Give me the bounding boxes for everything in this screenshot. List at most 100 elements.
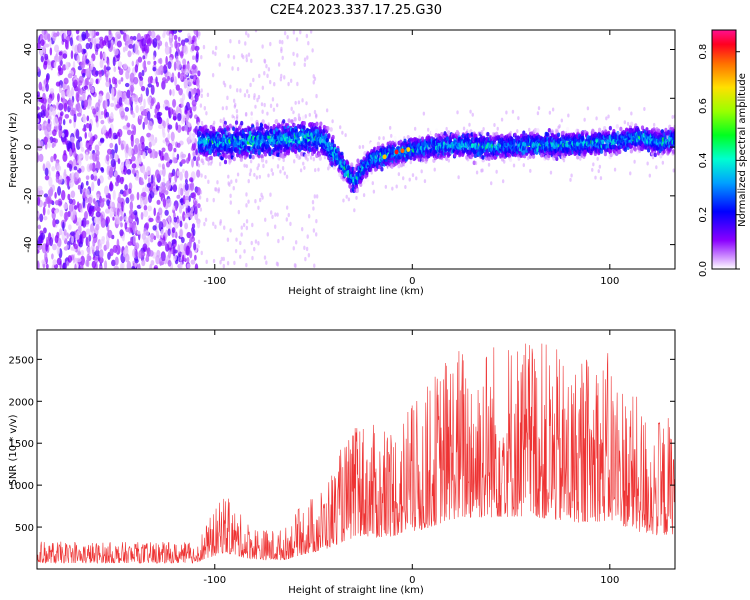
spectrogram-cell bbox=[185, 68, 189, 76]
spectrogram-cell bbox=[97, 70, 103, 75]
spectrogram-cell bbox=[188, 177, 194, 183]
spectrogram-cell bbox=[47, 209, 50, 215]
spectrogram-cell bbox=[96, 121, 99, 128]
spectrogram-cell bbox=[196, 156, 201, 161]
spectrogram-cell bbox=[372, 189, 376, 194]
spectrogram-cell bbox=[263, 102, 266, 108]
spectrogram-cell bbox=[218, 133, 222, 139]
spectrogram-cell bbox=[62, 82, 66, 90]
spectrogram-cell bbox=[75, 230, 80, 240]
spectrogram-cell bbox=[274, 118, 279, 124]
spectrogram-cell bbox=[105, 111, 110, 118]
spectrogram-cell bbox=[281, 55, 284, 61]
spectrogram-cell bbox=[173, 61, 177, 71]
spectrogram-cell bbox=[408, 177, 411, 182]
spectrogram-cell bbox=[500, 117, 504, 122]
spectrogram-cell bbox=[125, 159, 131, 169]
spectrogram-cell bbox=[209, 161, 213, 166]
spectrogram-cell bbox=[126, 122, 131, 128]
spectrogram-cell bbox=[134, 242, 140, 250]
spectrogram-cell bbox=[104, 260, 108, 269]
spectrogram-cell bbox=[285, 205, 289, 210]
spectrogram-cell bbox=[232, 156, 236, 162]
spectrogram-cell bbox=[390, 133, 393, 138]
spectrogram-cell bbox=[63, 168, 67, 177]
spectrogram-cell bbox=[147, 177, 151, 185]
spectrogram-cell bbox=[160, 251, 166, 262]
spectrogram-cell bbox=[229, 193, 232, 199]
spectrogram-cell bbox=[267, 67, 271, 72]
spectrogram-cell bbox=[64, 137, 68, 146]
spectrogram-cell bbox=[192, 151, 196, 157]
spectrogram-cell bbox=[292, 30, 296, 35]
spectrogram-cell bbox=[176, 153, 180, 160]
spectrogram-cell bbox=[56, 257, 62, 266]
spectrogram-cell bbox=[67, 141, 73, 152]
spectrogram-cell bbox=[229, 200, 232, 205]
spectrogram-cell bbox=[199, 207, 203, 212]
spectrogram-cell bbox=[232, 152, 235, 157]
spectrogram-cell bbox=[244, 41, 247, 46]
spectrogram-cell bbox=[84, 151, 89, 162]
spectrogram-cell bbox=[413, 126, 417, 131]
spectrogram-cell bbox=[223, 159, 228, 165]
spectrogram-cell bbox=[77, 84, 81, 93]
spectrogram-cell bbox=[111, 259, 116, 267]
spectrogram-cell bbox=[177, 71, 181, 79]
spectrogram-cell bbox=[161, 163, 165, 170]
spectrogram-cell bbox=[133, 144, 138, 155]
spectrogram-cell bbox=[418, 135, 421, 140]
spectrogram-cell bbox=[40, 39, 45, 47]
spectrogram-cell bbox=[263, 58, 266, 64]
spectrogram-cell bbox=[273, 82, 276, 87]
spectrogram-cell bbox=[70, 231, 76, 236]
spectrogram-cell bbox=[220, 256, 224, 262]
spectrogram-cell bbox=[93, 175, 98, 181]
spectrogram-cell bbox=[205, 118, 209, 124]
spectrogram-cell bbox=[287, 81, 290, 87]
spectrogram-cell bbox=[195, 149, 198, 156]
spectrogram-cell bbox=[195, 78, 200, 86]
spectrogram-cell bbox=[195, 53, 199, 63]
spectrogram-cell bbox=[51, 166, 56, 172]
spectrogram-cell bbox=[228, 129, 231, 134]
spectrogram-cell bbox=[73, 79, 78, 88]
spectrogram-cell bbox=[124, 115, 128, 121]
spectrogram-cell bbox=[156, 211, 160, 221]
spectrogram-cell bbox=[219, 221, 222, 226]
spectrogram-cell bbox=[167, 215, 171, 223]
spectrogram-cell bbox=[47, 97, 52, 104]
spectrogram-cell bbox=[257, 149, 261, 155]
spectrogram-cell bbox=[126, 89, 131, 99]
spectrogram-cell bbox=[200, 120, 204, 126]
spectrogram-cell bbox=[218, 161, 222, 167]
spectrogram-cell bbox=[289, 78, 293, 84]
spectrogram-cell bbox=[75, 129, 80, 139]
spectrogram-cell bbox=[161, 147, 166, 153]
spectrogram-cell bbox=[262, 128, 266, 133]
spectrogram-cell bbox=[164, 79, 169, 84]
spectrogram-cell bbox=[92, 198, 96, 204]
spectrogram-cell bbox=[277, 238, 280, 244]
spectrogram-cell bbox=[40, 34, 44, 40]
spectrogram-cell bbox=[247, 178, 250, 184]
spectrogram-cell bbox=[290, 106, 293, 112]
spectrogram-cell bbox=[164, 241, 168, 247]
spectrogram-cell bbox=[37, 224, 42, 230]
spectrogram-cell bbox=[204, 175, 207, 180]
spectrogram-cell bbox=[269, 103, 273, 109]
spectrogram-cell bbox=[105, 216, 110, 224]
spectrogram-cell bbox=[315, 218, 318, 224]
spectrogram-cell bbox=[486, 131, 490, 137]
spectrogram-cell bbox=[62, 152, 68, 163]
spectrogram-cell bbox=[148, 250, 154, 257]
spectrogram-cell bbox=[105, 208, 109, 214]
spectrogram-cell bbox=[114, 143, 118, 154]
spectrogram-cell bbox=[174, 76, 177, 87]
spectrogram-cell bbox=[271, 214, 274, 220]
spectrogram-cell bbox=[294, 263, 297, 268]
spectrogram-cell bbox=[175, 60, 182, 70]
spectrogram-cell bbox=[108, 128, 112, 139]
spectrogram-cell bbox=[56, 165, 62, 172]
spectrogram-cell bbox=[294, 100, 297, 105]
